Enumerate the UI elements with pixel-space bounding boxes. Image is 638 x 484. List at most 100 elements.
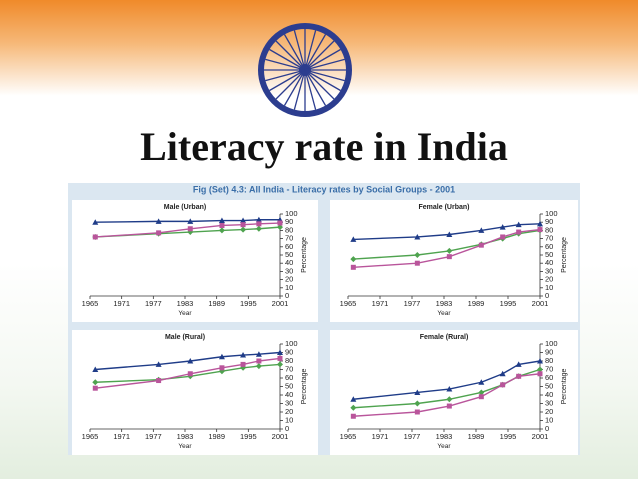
point (537, 358, 543, 364)
point (255, 351, 262, 357)
chakra-rim (258, 23, 352, 117)
y-tick-label: 20 (545, 275, 553, 284)
y-tick-label: 80 (285, 356, 293, 365)
x-axis-label: Year (437, 310, 451, 317)
point (218, 227, 225, 234)
chart-panel (330, 200, 578, 322)
point (187, 371, 193, 377)
y-tick-label: 80 (545, 356, 553, 365)
slide-title: Literacy rate in India (140, 124, 508, 169)
y-tick-label: 0 (545, 424, 549, 433)
chakra-spoke (283, 69, 306, 106)
y-tick-label: 30 (545, 266, 553, 275)
x-tick-label: 1965 (82, 432, 99, 441)
x-tick-label: 1989 (208, 299, 225, 308)
point (414, 252, 421, 258)
chakra-spoke (304, 69, 335, 100)
point (537, 366, 543, 373)
y-tick-label: 40 (545, 258, 553, 267)
point (446, 254, 452, 260)
y-tick-label: 20 (545, 407, 553, 416)
y-tick-label: 60 (545, 373, 553, 382)
x-tick-label: 2001 (532, 299, 549, 308)
point (499, 224, 506, 230)
chart-title: Male (Rural) (165, 334, 205, 341)
y-tick-label: 30 (545, 398, 553, 407)
point (414, 389, 421, 395)
chakra-spoke (304, 48, 341, 71)
y-tick-label: 70 (285, 234, 293, 243)
point (92, 366, 99, 372)
point (478, 242, 484, 248)
x-tick-label: 2001 (532, 432, 549, 441)
y-tick-label: 90 (285, 347, 293, 356)
y-tick-label: 80 (285, 225, 293, 234)
point (350, 413, 356, 419)
chakra-spoke (293, 30, 306, 71)
chakra-spoke (275, 69, 306, 100)
chakra-spoke (283, 34, 306, 71)
point (255, 225, 262, 232)
point (516, 229, 522, 235)
y-tick-label: 30 (285, 398, 293, 407)
point (446, 231, 453, 237)
point (414, 409, 420, 415)
chart-panel (72, 330, 318, 455)
point (515, 361, 522, 367)
x-tick-label: 1995 (500, 299, 517, 308)
point (537, 371, 543, 377)
point (155, 361, 162, 367)
y-tick-label: 60 (285, 242, 293, 251)
x-tick-label: 1995 (500, 432, 517, 441)
point (537, 220, 543, 227)
y-tick-label: 50 (285, 381, 293, 390)
point (255, 363, 262, 370)
y-tick-label: 10 (545, 283, 553, 292)
y-tick-label: 70 (285, 364, 293, 373)
point (256, 358, 262, 364)
x-tick-label: 2001 (272, 432, 289, 441)
y-tick-label: 0 (285, 424, 289, 433)
chakra-spoke (275, 40, 306, 71)
chakra-spoke (265, 69, 306, 82)
x-tick-label: 1989 (208, 432, 225, 441)
point (500, 234, 506, 240)
chakra-spoke (304, 69, 341, 92)
point (350, 236, 357, 242)
point (350, 256, 357, 263)
chakra-spoke (304, 69, 317, 110)
point (478, 394, 484, 400)
point (219, 365, 225, 371)
point (516, 373, 522, 379)
y-tick-label: 0 (545, 291, 549, 300)
y-axis-label: Percentage (301, 237, 308, 273)
point (255, 216, 262, 223)
point (240, 226, 247, 233)
point (500, 382, 506, 388)
y-tick-label: 30 (285, 266, 293, 275)
y-tick-label: 50 (545, 250, 553, 259)
y-axis-label: Percentage (301, 368, 308, 404)
chakra-spoke (269, 69, 306, 92)
x-tick-label: 1965 (82, 299, 99, 308)
chart-title: Female (Urban) (419, 204, 470, 211)
y-axis-label: Percentage (561, 368, 568, 404)
point (187, 358, 194, 364)
y-tick-label: 50 (545, 381, 553, 390)
y-tick-label: 100 (545, 209, 558, 218)
point (92, 379, 99, 386)
y-tick-label: 40 (545, 390, 553, 399)
x-tick-label: 1977 (145, 299, 162, 308)
point (219, 222, 225, 228)
point (277, 224, 283, 231)
point (446, 247, 453, 254)
y-tick-label: 90 (545, 217, 553, 226)
point (156, 230, 162, 236)
point (240, 217, 247, 224)
x-tick-label: 1977 (404, 432, 421, 441)
chakra-spoke (269, 48, 306, 71)
